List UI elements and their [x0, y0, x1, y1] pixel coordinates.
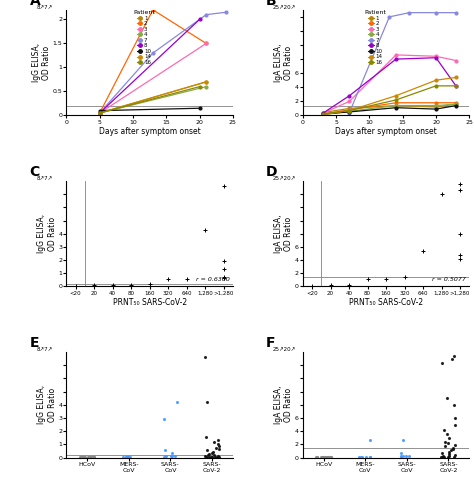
Y-axis label: IgA ELISA,
OD Ratio: IgA ELISA, OD Ratio [274, 386, 293, 424]
Text: 25↗20↗: 25↗20↗ [273, 5, 296, 10]
Text: r = 0.5077: r = 0.5077 [432, 277, 466, 282]
Text: 25↗20↗: 25↗20↗ [273, 176, 296, 181]
Y-axis label: IgG ELISA,
OD Ratio: IgG ELISA, OD Ratio [32, 43, 51, 82]
Y-axis label: IgA ELISA,
OD Ratio: IgA ELISA, OD Ratio [274, 43, 293, 82]
Y-axis label: IgG ELISA,
OD Ratio: IgG ELISA, OD Ratio [37, 214, 57, 253]
Text: B: B [266, 0, 277, 7]
Text: 8↗7↗: 8↗7↗ [36, 347, 53, 352]
X-axis label: Days after symptom onset: Days after symptom onset [99, 127, 201, 136]
Text: C: C [30, 165, 40, 179]
Y-axis label: IgG ELISA,
OD Ratio: IgG ELISA, OD Ratio [37, 385, 57, 424]
X-axis label: PRNT₅₀ SARS-CoV-2: PRNT₅₀ SARS-CoV-2 [349, 299, 423, 308]
Y-axis label: IgA ELISA,
OD Ratio: IgA ELISA, OD Ratio [274, 215, 293, 253]
Text: 8↗7↗: 8↗7↗ [36, 5, 53, 10]
Text: 25↗20↗: 25↗20↗ [273, 347, 296, 352]
Text: 8↗7↗: 8↗7↗ [36, 176, 53, 181]
Text: D: D [266, 165, 278, 179]
Text: r = 0.6300: r = 0.6300 [196, 277, 229, 282]
Legend: 1, 2, 3, 4, 7, 8, 10, 14, 16: 1, 2, 3, 4, 7, 8, 10, 14, 16 [132, 9, 155, 65]
X-axis label: Days after symptom onset: Days after symptom onset [335, 127, 437, 136]
X-axis label: PRNT₅₀ SARS-CoV-2: PRNT₅₀ SARS-CoV-2 [112, 299, 187, 308]
Legend: 1, 2, 3, 4, 7, 8, 10, 14, 16: 1, 2, 3, 4, 7, 8, 10, 14, 16 [364, 9, 387, 65]
Text: A: A [30, 0, 40, 7]
Text: F: F [266, 336, 276, 350]
Text: E: E [30, 336, 39, 350]
